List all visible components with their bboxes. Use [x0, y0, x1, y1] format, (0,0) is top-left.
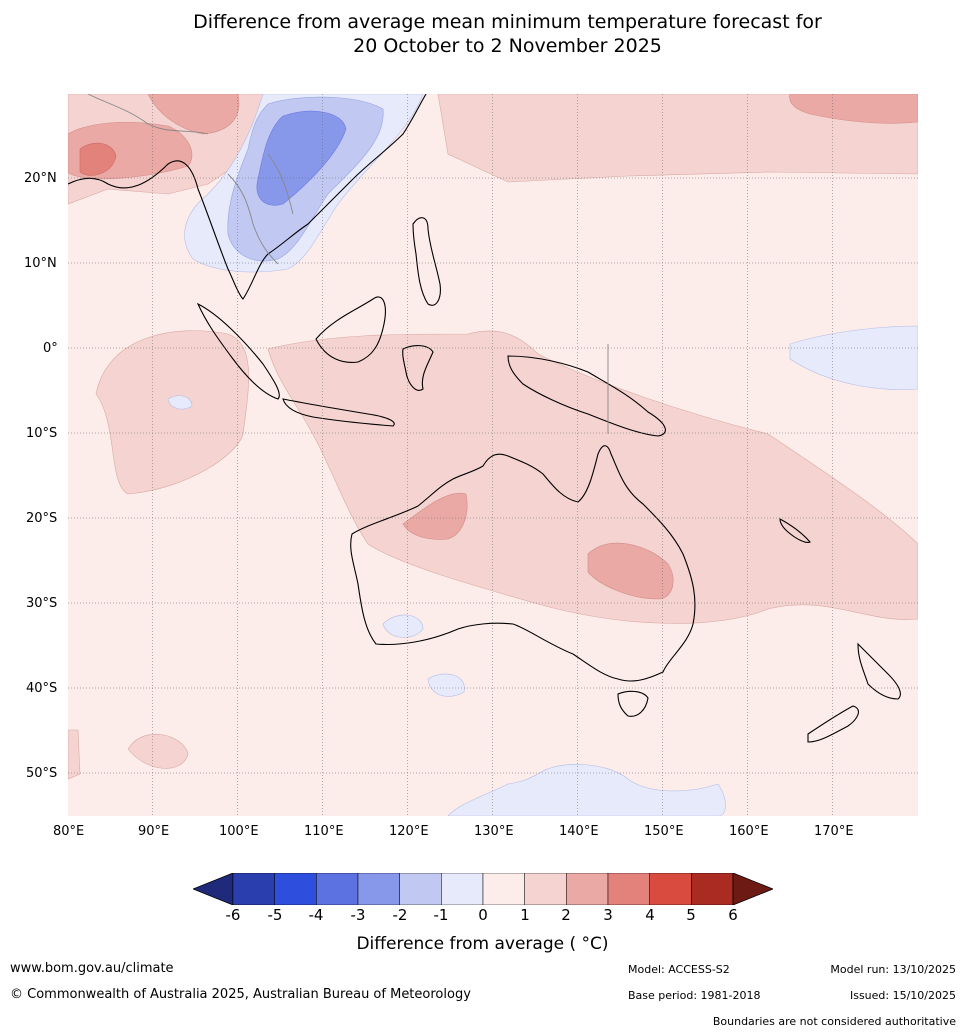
map-title: Difference from average mean minimum tem…: [0, 10, 965, 58]
title-line-1: Difference from average mean minimum tem…: [193, 11, 822, 33]
issued-date: Issued: 15/10/2025: [849, 989, 956, 1002]
colorbar-label: Difference from average ( °C): [356, 934, 609, 954]
tasmania-coast: [617, 690, 649, 717]
lon-label-90e: 90°E: [138, 824, 170, 839]
colorbar-tick-6: 6: [728, 906, 738, 924]
colorbar-tick-minus2: -2: [392, 906, 408, 924]
mainland-asia-coast: [68, 94, 427, 300]
sulawesi-coast: [402, 345, 434, 391]
colorbar-bin-2: [566, 873, 609, 905]
base-period: Base period: 1981-2018: [628, 989, 761, 1002]
model-name: Model: ACCESS-S2: [628, 963, 730, 976]
australia-coast: [350, 445, 696, 682]
colorbar-tick-2: 2: [561, 906, 571, 924]
colorbar-tick-5: 5: [686, 906, 696, 924]
lon-label-150e: 150°E: [644, 824, 684, 839]
colorbar-bin-5: [691, 873, 734, 905]
lat-label-30s: 30°S: [26, 596, 58, 611]
anomaly-minus3-to-minus2: [256, 110, 347, 206]
borneo-coast: [315, 296, 386, 363]
colorbar-tick-minus6: -6: [225, 906, 241, 924]
lat-label-20s: 20°S: [26, 511, 58, 526]
colorbar-bin-minus6: [232, 873, 275, 905]
colorbar-low-extend: [193, 873, 234, 905]
lat-label-0: 0°: [43, 341, 58, 356]
colorbar-bin-1: [524, 873, 567, 905]
lat-label-50s: 50°S: [26, 766, 58, 781]
colorbar-bin-3: [607, 873, 650, 905]
lon-label-140e: 140°E: [559, 824, 599, 839]
colorbar-bin-minus1: [441, 873, 484, 905]
copyright-text: © Commonwealth of Australia 2025, Austra…: [10, 987, 471, 1002]
lon-label-80e: 80°E: [53, 824, 85, 839]
anomaly-3-to-4: [79, 142, 117, 176]
lat-label-10n: 10°N: [24, 256, 57, 271]
new-zealand-south-coast: [807, 705, 859, 743]
lon-label-160e: 160°E: [729, 824, 769, 839]
colorbar-bin-minus4: [316, 873, 359, 905]
colorbar-bin-0: [482, 873, 525, 905]
coastlines: [68, 94, 901, 743]
model-run-date: Model run: 13/10/2025: [830, 963, 956, 976]
lat-label-40s: 40°S: [26, 681, 58, 696]
colorbar-tick-minus5: -5: [267, 906, 283, 924]
colorbar-tick-1: 1: [520, 906, 530, 924]
colorbar-tick-4: 4: [645, 906, 655, 924]
colorbar-bin-minus3: [357, 873, 400, 905]
colorbar-bin-4: [649, 873, 692, 905]
lon-label-120e: 120°E: [389, 824, 429, 839]
website-link[interactable]: www.bom.gov.au/climate: [10, 961, 174, 976]
graticule: [68, 94, 918, 816]
colorbar-high-extend: [732, 873, 773, 905]
lat-label-20n: 20°N: [24, 171, 57, 186]
colorbar-tick-minus4: -4: [308, 906, 324, 924]
new-guinea-coast: [507, 355, 666, 437]
colorbar-bin-minus2: [399, 873, 442, 905]
colorbar-tick-minus1: -1: [433, 906, 449, 924]
borders: [87, 94, 609, 434]
lat-label-10s: 10°S: [26, 426, 58, 441]
colorbar-tick-minus3: -3: [350, 906, 366, 924]
lon-label-110e: 110°E: [304, 824, 344, 839]
new-caledonia-coast: [779, 518, 811, 543]
title-line-2: 20 October to 2 November 2025: [353, 35, 662, 57]
forecast-map: [68, 94, 918, 816]
lon-label-100e: 100°E: [219, 824, 259, 839]
new-zealand-north-coast: [857, 642, 901, 700]
lon-label-130e: 130°E: [474, 824, 514, 839]
lon-label-170e: 170°E: [814, 824, 854, 839]
colorbar-tick-0: 0: [478, 906, 488, 924]
colorbar-tick-3: 3: [603, 906, 613, 924]
colorbar-bin-minus5: [274, 873, 317, 905]
sumatra-coast: [196, 302, 280, 400]
boundaries-disclaimer: Boundaries are not considered authoritat…: [712, 1015, 956, 1028]
colorbar: [193, 873, 773, 905]
java-coast: [282, 398, 395, 427]
philippines-coast: [412, 217, 441, 306]
